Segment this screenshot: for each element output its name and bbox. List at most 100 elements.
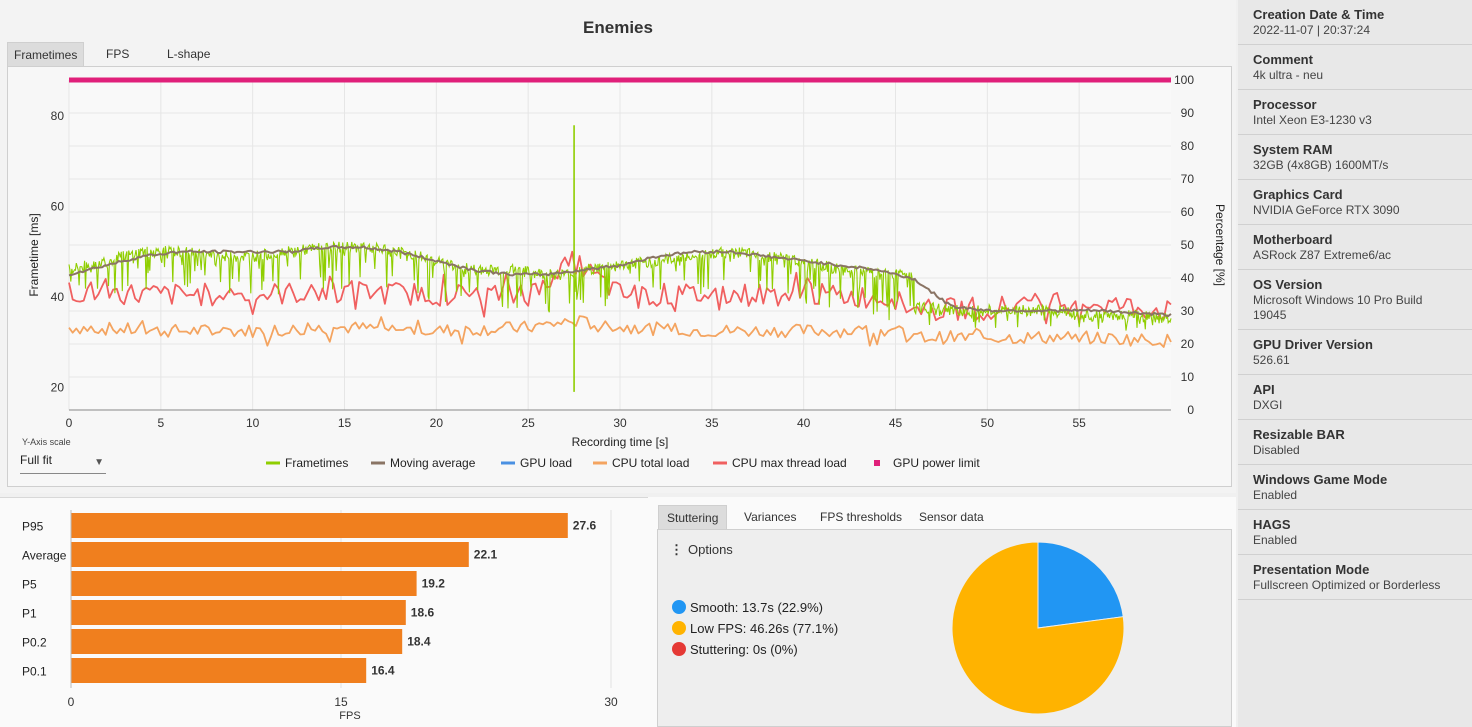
- tab-variances[interactable]: Variances: [744, 510, 797, 524]
- x-tick-label: 50: [981, 416, 995, 430]
- info-value: Microsoft Windows 10 Pro Build 19045: [1253, 293, 1423, 322]
- info-label: OS Version: [1253, 277, 1323, 292]
- bar-category-label: Average: [22, 549, 67, 563]
- x-tick-label: 25: [521, 416, 535, 430]
- y2-tick-label: 40: [1181, 271, 1195, 285]
- x-tick-label: 35: [705, 416, 719, 430]
- info-item: Motherboard ASRock Z87 Extreme6/ac: [1238, 225, 1472, 270]
- info-value: 2022-11-07 | 20:37:24: [1253, 23, 1370, 37]
- fps-bar: [71, 658, 367, 683]
- info-item: API DXGI: [1238, 375, 1472, 420]
- smooth-value: 13.7s (22.9%): [742, 600, 823, 615]
- y2-tick-label: 20: [1181, 337, 1195, 351]
- red-dot-icon: [672, 642, 686, 656]
- info-label: Processor: [1253, 97, 1317, 112]
- y2-tick-label: 10: [1181, 370, 1195, 384]
- orange-dot-icon: [672, 621, 686, 635]
- y2-tick-label: 100: [1174, 73, 1194, 87]
- info-value: Enabled: [1253, 533, 1298, 547]
- x-tick-label: 15: [338, 416, 352, 430]
- stutter-pie-chart: [951, 541, 1125, 715]
- pie-slice-smooth: [1037, 541, 1124, 629]
- tab-fps[interactable]: FPS: [106, 47, 130, 61]
- x-tick-label: 45: [889, 416, 903, 430]
- info-item: OS Version Microsoft Windows 10 Pro Build…: [1238, 270, 1472, 330]
- y2-tick-label: 0: [1187, 403, 1194, 417]
- info-label: GPU Driver Version: [1253, 337, 1373, 352]
- y2-tick-label: 50: [1181, 238, 1195, 252]
- info-value: 526.61: [1253, 353, 1290, 367]
- bar-value-label: 19.2: [422, 577, 446, 591]
- legend-label: GPU power limit: [893, 456, 980, 470]
- info-value: Intel Xeon E3-1230 v3: [1253, 113, 1372, 127]
- info-value: DXGI: [1253, 398, 1283, 412]
- low-fps-label: Low FPS:: [690, 621, 747, 636]
- legend-smooth: Smooth: 13.7s (22.9%): [672, 600, 823, 615]
- info-label: Windows Game Mode: [1253, 472, 1388, 487]
- legend-label: Moving average: [390, 456, 476, 470]
- legend-label: GPU load: [520, 456, 572, 470]
- tab-frametimes[interactable]: Frametimes: [7, 42, 85, 66]
- legend-label: Frametimes: [285, 456, 348, 470]
- x-tick-label: 10: [246, 416, 260, 430]
- tab-l-shape[interactable]: L-shape: [167, 47, 211, 61]
- fps-bar: [71, 629, 403, 654]
- legend-label: CPU total load: [612, 456, 689, 470]
- info-value: 32GB (4x8GB) 1600MT/s: [1253, 158, 1389, 172]
- tab-sensor-data[interactable]: Sensor data: [919, 510, 984, 524]
- frametime-chart-area[interactable]: 0 5 10 15 20 25 30 35 40 45 50 55 20 40 60 80 0 10 20 30 40 5…: [7, 66, 1232, 487]
- stutter-content: ⋮ Options Smooth: 13.7s (22.9%) Low FPS: …: [657, 529, 1232, 727]
- y-tick-label: 80: [51, 109, 65, 123]
- info-value: Disabled: [1253, 443, 1300, 457]
- y-tick-label: 40: [51, 290, 65, 304]
- y2-tick-label: 30: [1181, 304, 1195, 318]
- info-item: HAGS Enabled: [1238, 510, 1472, 555]
- y-axis-scale-select[interactable]: Full fit ▼: [20, 450, 106, 474]
- y-tick-label: 60: [51, 200, 65, 214]
- frametime-chart: 0 5 10 15 20 25 30 35 40 45 50 55 20 40 60 80 0 10 20 30 40 5…: [27, 73, 1227, 470]
- bar-x-tick-label: 0: [68, 695, 75, 709]
- bar-category-label: P0.2: [22, 636, 47, 650]
- y-tick-label: 20: [51, 380, 65, 394]
- y2-tick-label: 80: [1181, 139, 1195, 153]
- bar-value-label: 18.4: [407, 635, 431, 649]
- page-title: Enemies: [583, 18, 653, 37]
- y-axis-scale-label: Y-Axis scale: [22, 437, 71, 447]
- x-tick-label: 20: [430, 416, 444, 430]
- info-item: GPU Driver Version 526.61: [1238, 330, 1472, 375]
- bar-value-label: 27.6: [573, 519, 597, 533]
- bar-x-tick-label: 15: [334, 695, 348, 709]
- bar-x-tick-label: 30: [604, 695, 618, 709]
- options-label: Options: [688, 542, 733, 557]
- x-axis-label: Recording time [s]: [572, 435, 669, 449]
- y2-tick-label: 60: [1181, 205, 1195, 219]
- frametime-panel: Enemies Frametimes FPS L-shape 0 5 10 15 20 2…: [7, 18, 1232, 487]
- stuttering-value: 0s (0%): [752, 642, 798, 657]
- info-item: Graphics Card NVIDIA GeForce RTX 3090: [1238, 180, 1472, 225]
- bar-category-label: P0.1: [22, 665, 47, 679]
- info-label: HAGS: [1253, 517, 1291, 532]
- cpu-total-load-line: [68, 315, 1172, 348]
- y2-axis-label: Percentage [%]: [1213, 204, 1227, 286]
- info-item: Processor Intel Xeon E3-1230 v3: [1238, 90, 1472, 135]
- info-label: Presentation Mode: [1253, 562, 1370, 577]
- x-tick-label: 5: [157, 416, 164, 430]
- info-item: System RAM 32GB (4x8GB) 1600MT/s: [1238, 135, 1472, 180]
- x-tick-label: 55: [1072, 416, 1086, 430]
- info-label: Motherboard: [1253, 232, 1333, 247]
- low-fps-value: 46.26s (77.1%): [749, 621, 839, 636]
- y-axis-label: Frametime [ms]: [27, 213, 41, 296]
- info-value: 4k ultra - neu: [1253, 68, 1324, 82]
- bar-value-label: 22.1: [474, 548, 498, 562]
- tab-stuttering[interactable]: Stuttering: [658, 505, 728, 529]
- info-value: Enabled: [1253, 488, 1298, 502]
- pie-slice-low-fps: [951, 541, 1125, 715]
- legend-swatch: [874, 460, 880, 466]
- y2-tick-label: 90: [1181, 106, 1195, 120]
- tab-fps-thresholds[interactable]: FPS thresholds: [820, 510, 903, 524]
- options-button[interactable]: ⋮ Options: [670, 542, 733, 558]
- info-value: NVIDIA GeForce RTX 3090: [1253, 203, 1400, 217]
- x-tick-label: 0: [66, 416, 73, 430]
- legend-low-fps: Low FPS: 46.26s (77.1%): [672, 621, 838, 636]
